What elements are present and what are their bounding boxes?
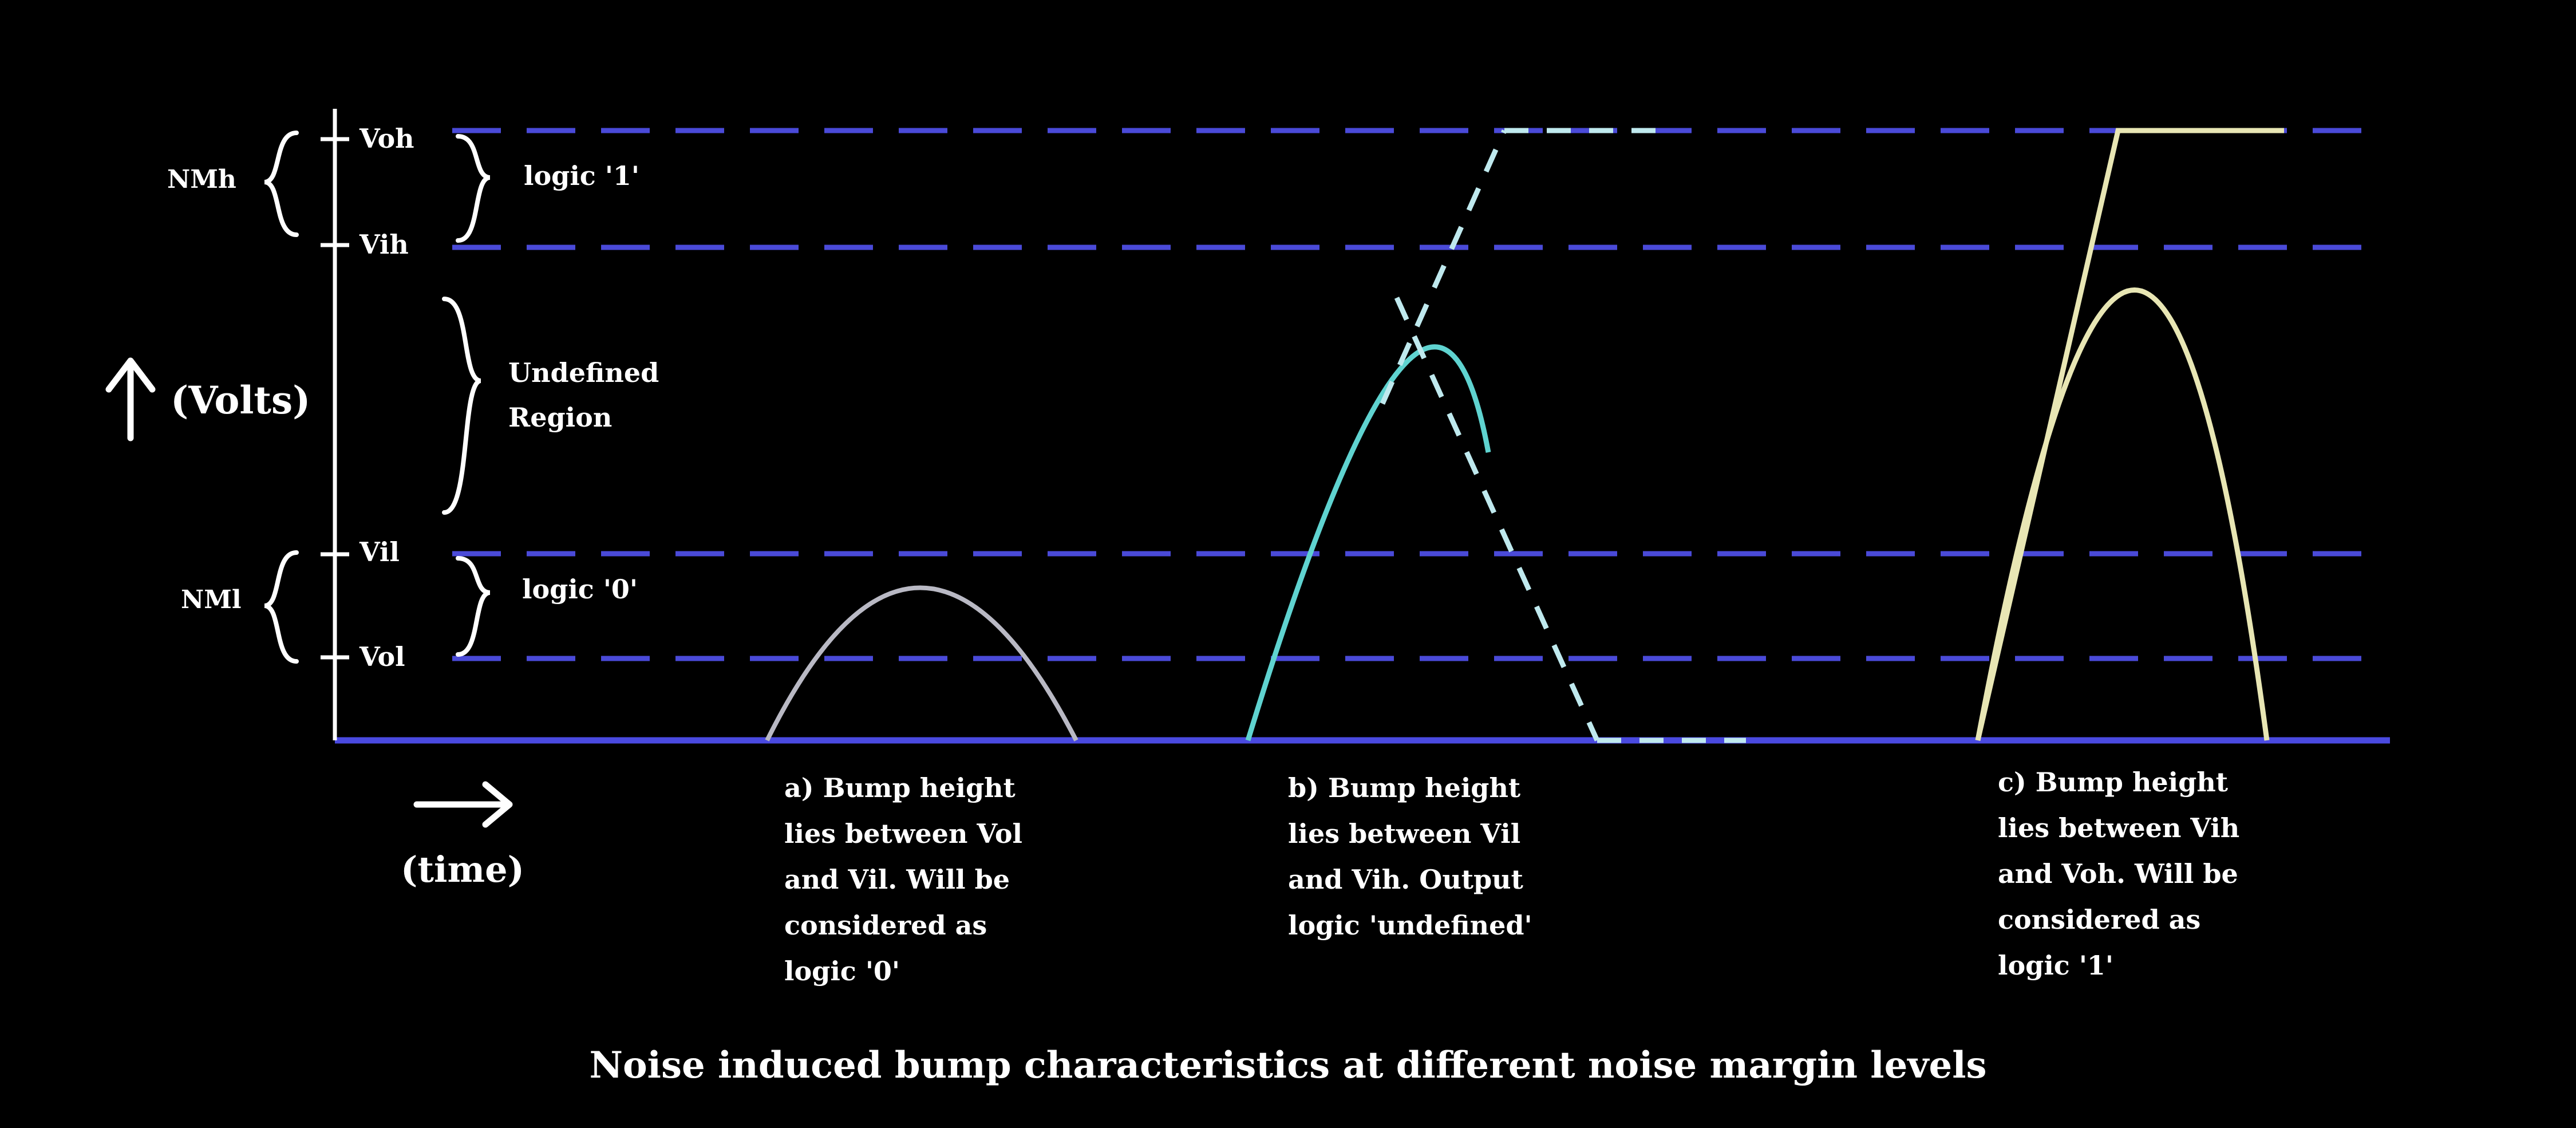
caption-a-line: logic '0' bbox=[784, 956, 900, 987]
voh-label: Voh bbox=[359, 123, 414, 154]
vol-label: Vol bbox=[359, 641, 405, 672]
nmh-label: NMh bbox=[167, 165, 236, 194]
caption-b: b) Bump height lies between Vil and Vih.… bbox=[1288, 772, 1532, 941]
caption-a: a) Bump height lies between Vol and Vil.… bbox=[784, 772, 1022, 987]
caption-c-line: lies between Vih bbox=[1998, 813, 2239, 843]
bump-c-output bbox=[1975, 128, 2284, 742]
logic-1-label: logic '1' bbox=[524, 160, 639, 191]
caption-c-line: and Voh. Will be bbox=[1998, 858, 2238, 889]
caption-b-line: and Vih. Output bbox=[1288, 864, 1524, 895]
logic-0-label: logic '0' bbox=[522, 574, 638, 605]
nml-brace bbox=[264, 550, 299, 664]
time-arrow-icon bbox=[482, 781, 513, 828]
caption-c-line: considered as bbox=[1998, 904, 2200, 935]
undefined-brace bbox=[442, 297, 482, 515]
volts-label: (Volts) bbox=[171, 378, 310, 423]
caption-b-line: lies between Vil bbox=[1288, 818, 1520, 849]
logic1-brace bbox=[456, 134, 491, 243]
bump-b-rising-dash bbox=[1380, 129, 1507, 405]
volts-arrow-icon bbox=[105, 357, 156, 393]
logic0-brace bbox=[456, 556, 491, 657]
vil-label: Vil bbox=[359, 537, 400, 567]
nmh-brace bbox=[264, 131, 299, 237]
bump-b-falling-dash bbox=[1394, 297, 1600, 742]
diagram-title: Noise induced bump characteristics at di… bbox=[589, 1044, 1986, 1087]
caption-c-line: c) Bump height bbox=[1998, 767, 2229, 798]
caption-a-line: a) Bump height bbox=[784, 772, 1016, 803]
caption-c: c) Bump height lies between Vih and Voh.… bbox=[1998, 767, 2239, 981]
caption-c-line: logic '1' bbox=[1998, 950, 2113, 981]
caption-b-line: logic 'undefined' bbox=[1288, 910, 1532, 941]
nml-label: NMl bbox=[181, 585, 242, 614]
vih-label: Vih bbox=[359, 229, 409, 260]
bump-c-curve bbox=[1975, 287, 2270, 741]
caption-a-line: considered as bbox=[784, 910, 987, 941]
time-label: (time) bbox=[401, 849, 524, 890]
bump-a-curve bbox=[765, 585, 1078, 742]
bump-b-curve bbox=[1245, 344, 1491, 742]
caption-a-line: and Vil. Will be bbox=[784, 864, 1010, 895]
caption-b-line: b) Bump height bbox=[1288, 772, 1521, 803]
undefined-label-line1: Undefined bbox=[508, 357, 659, 388]
caption-a-line: lies between Vol bbox=[784, 818, 1022, 849]
undefined-label-line2: Region bbox=[508, 402, 612, 433]
